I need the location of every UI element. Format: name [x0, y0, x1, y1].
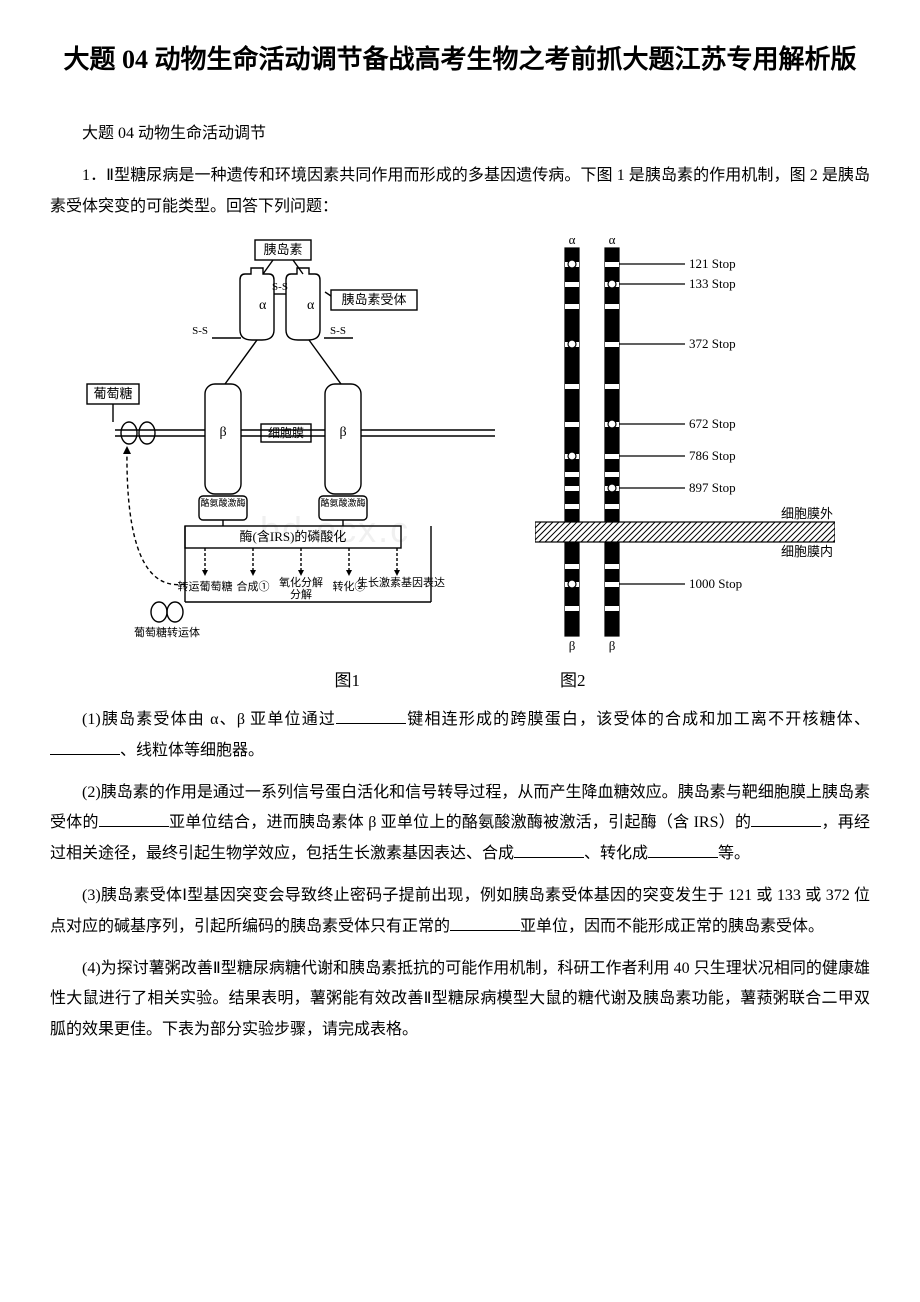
question-1-4: (4)为探讨薯粥改善Ⅱ型糖尿病糖代谢和胰岛素抵抗的可能作用机制，科研工作者利用 …: [50, 954, 870, 1045]
stop-label: 133 Stop: [689, 276, 736, 291]
alpha-top-2: α: [609, 234, 616, 247]
path3-label: 氧化分解: [279, 575, 323, 589]
receptor-label: 胰岛素受体: [341, 292, 406, 307]
q1-1-a: (1)胰岛素受体由 α、β 亚单位通过: [82, 711, 336, 728]
ss-3: S-S: [330, 325, 346, 337]
ss-2: S-S: [192, 325, 208, 337]
beta-label-1: β: [219, 425, 226, 440]
blank-4: [751, 810, 821, 827]
question-1-intro: 1．Ⅱ型糖尿病是一种遗传和环境因素共同作用而形成的多基因遗传病。下图 1 是胰岛…: [50, 161, 870, 222]
path1-label: 转运葡萄糖: [178, 579, 233, 593]
stop-label: 786 Stop: [689, 448, 736, 463]
fig2-caption: 图2: [560, 666, 586, 691]
section-header: 大题 04 动物生命活动调节: [50, 119, 870, 149]
glucose-label: 葡萄糖: [93, 386, 132, 401]
blank-6: [648, 841, 718, 858]
blank-5: [514, 841, 584, 858]
insulin-label: 胰岛素: [263, 242, 302, 257]
q1-1-c: 、线粒体等细胞器。: [120, 742, 264, 759]
mem-in-label: 细胞膜内: [781, 544, 833, 559]
kinase-label-2: 酪氨酸激酶: [320, 497, 365, 508]
stop-label: 1000 Stop: [689, 576, 742, 591]
figure-1-diagram: 胰岛素 α α S-S S-S S-S 胰岛素受体 葡萄糖: [85, 234, 505, 654]
figures-container: bd ocx.c 胰岛素 α α S-S S-S S-S 胰岛素受体: [50, 234, 870, 654]
transporter-label: 葡萄糖转运体: [134, 625, 200, 639]
stop-label: 121 Stop: [689, 256, 736, 271]
alpha-top-1: α: [569, 234, 576, 247]
blank-2: [50, 738, 120, 755]
svg-text:分解: 分解: [290, 587, 312, 601]
phospho-label: 酶(含IRS)的磷酸化: [240, 529, 347, 544]
blank-1: [336, 707, 406, 724]
q1-2-d: 、转化成: [584, 845, 648, 862]
alpha-label-2: α: [307, 298, 315, 313]
alpha-label-1: α: [259, 298, 267, 313]
question-1-2: (2)胰岛素的作用是通过一系列信号蛋白活化和信号转导过程，从而产生降血糖效应。胰…: [50, 778, 870, 869]
blank-7: [450, 914, 520, 931]
beta-bot-2: β: [609, 638, 616, 653]
ss-1: S-S: [272, 281, 288, 293]
blank-3: [99, 810, 169, 827]
q1-2-e: 等。: [718, 845, 750, 862]
beta-label-2: β: [339, 425, 346, 440]
stop-label: 672 Stop: [689, 416, 736, 431]
kinase-label-1: 酪氨酸激酶: [200, 497, 245, 508]
path5-label: 生长激素基因表达: [357, 575, 445, 589]
figure-2-diagram: α α β β 细胞膜外 细胞膜内 121 Stop 133 Stop 372 St…: [535, 234, 835, 654]
question-1-3: (3)胰岛素受体Ⅰ型基因突变会导致终止密码子提前出现，例如胰岛素受体基因的突变发…: [50, 881, 870, 942]
q1-1-b: 键相连形成的跨膜蛋白，该受体的合成和加工离不开核糖体、: [406, 711, 870, 728]
q1-3-b: 亚单位，因而不能形成正常的胰岛素受体。: [520, 918, 824, 935]
fig1-caption: 图1: [335, 666, 361, 691]
question-1-1: (1)胰岛素受体由 α、β 亚单位通过 键相连形成的跨膜蛋白，该受体的合成和加工离…: [50, 705, 870, 766]
stop-label: 897 Stop: [689, 480, 736, 495]
path2-label: 合成①: [237, 579, 270, 593]
page-title: 大题 04 动物生命活动调节备战高考生物之考前抓大题江苏专用解析版: [50, 40, 870, 79]
stop-label: 372 Stop: [689, 336, 736, 351]
q1-2-b: 亚单位结合，进而胰岛素体 β 亚单位上的酪氨酸激酶被激活，引起酶（含 IRS）的: [169, 814, 751, 831]
figure-captions: 图1 图2: [50, 662, 870, 691]
mem-out-label: 细胞膜外: [781, 506, 833, 521]
membrane-label: 细胞膜: [268, 426, 304, 440]
beta-bot-1: β: [569, 638, 576, 653]
